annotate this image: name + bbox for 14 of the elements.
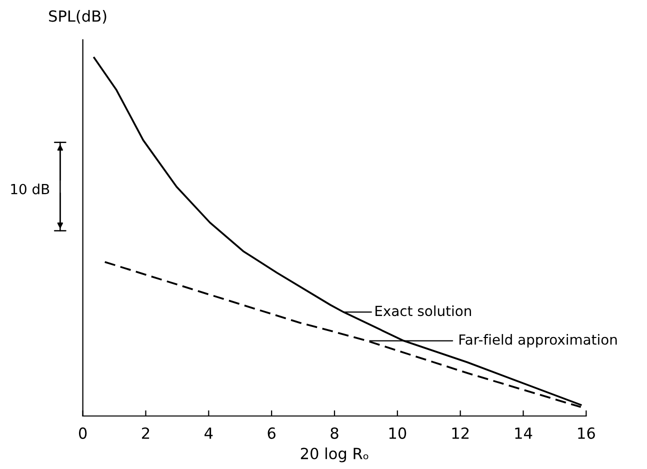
- x-tick-label: 12: [452, 427, 469, 439]
- x-tick-label: 4: [204, 428, 213, 439]
- annotation: Far-field approximation: [460, 334, 617, 348]
- x-tick-label: 2: [142, 427, 150, 439]
- x-tick-label: 16: [578, 427, 595, 439]
- x-tick-label: 14: [515, 428, 532, 439]
- text: 10 dB: [11, 184, 50, 194]
- x-tick-label: 0: [78, 427, 87, 439]
- x-tick-label: 8: [330, 427, 338, 439]
- x-tick-label: 6: [268, 427, 276, 439]
- x-tick-label: 10: [389, 427, 406, 439]
- y-axis-title: SPL(dB): [49, 10, 106, 24]
- annotation: Exact solution: [376, 305, 471, 316]
- x-axis-title: 20 log Rₒ: [300, 447, 368, 462]
